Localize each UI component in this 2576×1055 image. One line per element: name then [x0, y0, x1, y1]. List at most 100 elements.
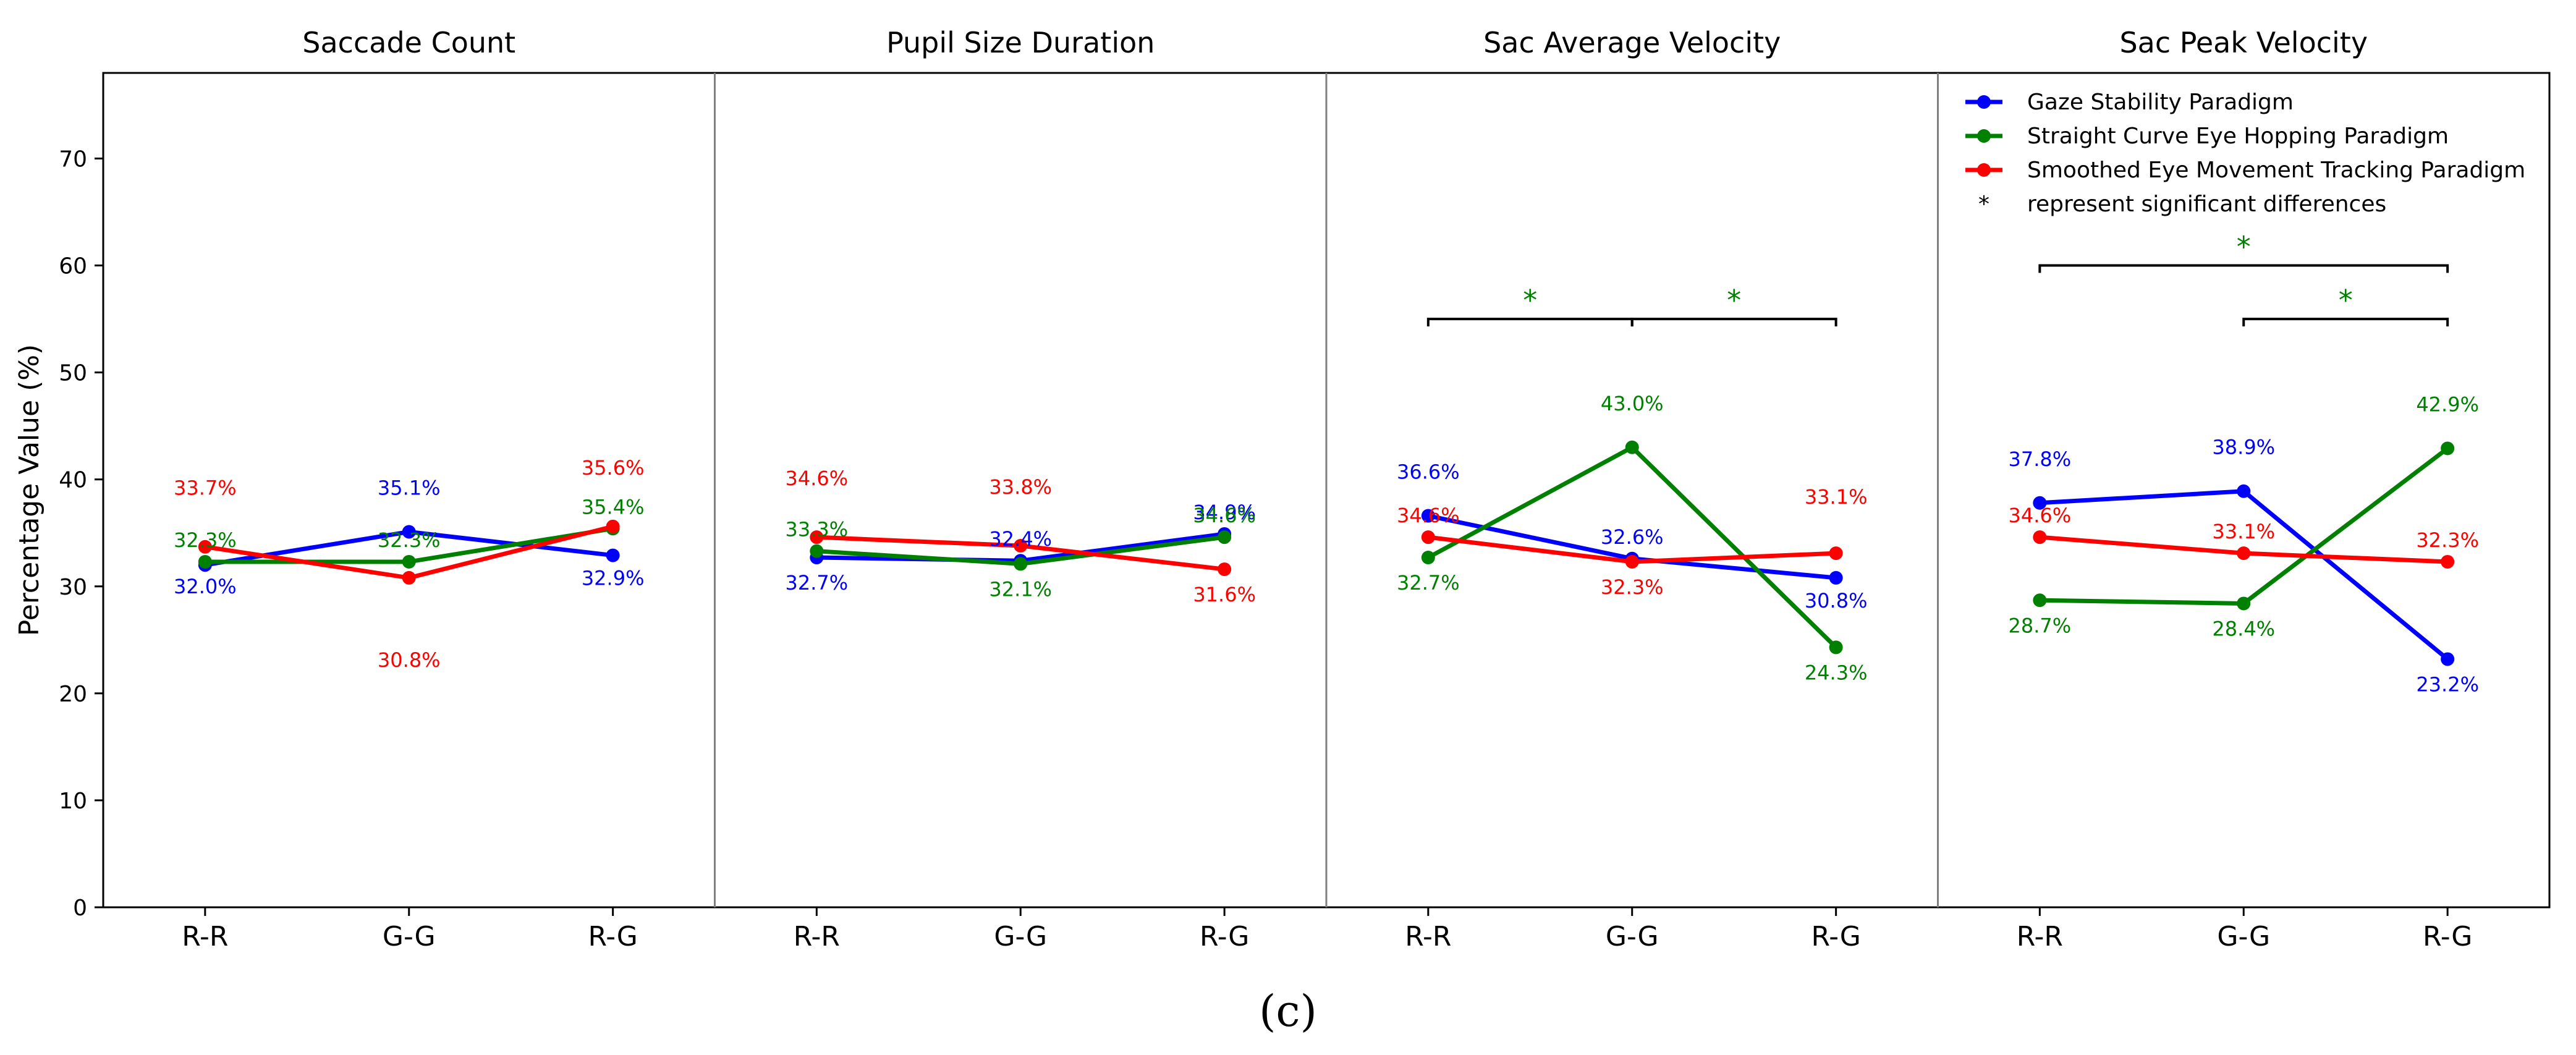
data-point — [606, 519, 620, 533]
y-tick-label: 50 — [59, 361, 87, 386]
data-label: 33.8% — [989, 475, 1052, 499]
data-label: 38.9% — [2212, 436, 2275, 459]
legend-note-label: represent significant differences — [2027, 192, 2386, 217]
data-label: 43.0% — [1601, 392, 1664, 415]
panel-title: Sac Peak Velocity — [2119, 26, 2368, 59]
legend-label: Straight Curve Eye Hopping Paradigm — [2027, 124, 2449, 149]
data-point — [2441, 652, 2455, 666]
x-tick-label: G-G — [383, 921, 436, 952]
data-label: 32.7% — [786, 571, 849, 595]
data-label: 34.9% — [1193, 501, 1256, 524]
data-label: 34.6% — [2009, 504, 2072, 527]
data-point — [1421, 551, 1435, 565]
data-label: 32.3% — [2416, 528, 2479, 552]
x-tick-label: R-G — [1200, 921, 1249, 952]
legend-label: Gaze Stability Paradigm — [2027, 90, 2294, 115]
data-label: 35.1% — [378, 477, 441, 500]
y-tick-label: 40 — [59, 468, 87, 493]
data-label: 32.6% — [1601, 525, 1664, 549]
data-label: 28.7% — [2009, 614, 2072, 637]
data-point — [2441, 441, 2455, 455]
data-point — [2237, 484, 2251, 498]
data-label: 32.7% — [1397, 571, 1460, 595]
legend-label: Smoothed Eye Movement Tracking Paradigm — [2027, 158, 2525, 183]
significance-mark: * — [1523, 284, 1537, 317]
chart-series — [198, 264, 2455, 666]
data-point — [810, 544, 824, 558]
y-tick-label: 0 — [73, 896, 87, 921]
significance-mark: * — [2339, 284, 2353, 317]
data-point — [1421, 530, 1435, 544]
data-label: 34.6% — [1397, 504, 1460, 527]
data-label: 35.6% — [582, 456, 645, 480]
data-label: 34.6% — [786, 467, 849, 490]
data-point — [2033, 530, 2047, 544]
data-label: 33.1% — [1805, 485, 1868, 509]
data-point — [198, 554, 212, 569]
data-label: 32.3% — [1601, 575, 1664, 599]
data-label: 32.3% — [174, 528, 237, 552]
data-label: 24.3% — [1805, 661, 1868, 684]
data-label: 28.4% — [2212, 617, 2275, 640]
data-label: 33.7% — [174, 477, 237, 500]
chart-frame — [95, 72, 2551, 916]
legend-marker — [1977, 163, 1991, 177]
data-point — [402, 554, 416, 569]
data-point — [2033, 496, 2047, 510]
x-tick-label: R-G — [2423, 921, 2472, 952]
panel-title: Pupil Size Duration — [886, 26, 1155, 59]
significance-bracket — [1426, 318, 1633, 327]
data-point — [1014, 557, 1028, 571]
data-label: 33.1% — [2212, 520, 2275, 543]
data-point — [1625, 554, 1639, 569]
data-point — [1829, 570, 1843, 585]
legend-note-symbol: * — [1978, 192, 1989, 217]
data-point — [2441, 554, 2455, 569]
data-label: 42.9% — [2416, 393, 2479, 417]
data-label: 32.3% — [378, 528, 441, 552]
y-tick-label: 20 — [59, 682, 87, 707]
data-label: 30.8% — [1805, 589, 1868, 612]
data-point — [606, 548, 620, 562]
significance-mark: * — [1727, 284, 1741, 317]
x-tick-label: G-G — [994, 921, 1047, 952]
chart-text: 0 10 20 30 40 50 60 70 Percentage Value (%) (c) Sa… — [14, 26, 2525, 1036]
data-point — [402, 525, 416, 539]
data-label: 34.6% — [1193, 504, 1256, 527]
data-point — [810, 530, 824, 544]
y-tick-label: 30 — [59, 575, 87, 600]
x-tick-label: R-R — [2017, 921, 2063, 952]
significance-bracket — [2242, 318, 2449, 327]
data-label: 32.9% — [582, 567, 645, 590]
data-label: 36.6% — [1397, 460, 1460, 484]
y-tick-label: 70 — [59, 146, 87, 172]
x-tick-label: R-G — [1811, 921, 1860, 952]
significance-mark: * — [2237, 231, 2251, 264]
legend-marker — [1977, 95, 1991, 109]
y-axis-label: Percentage Value (%) — [14, 344, 45, 636]
panel-title: Saccade Count — [302, 26, 515, 59]
data-point — [402, 570, 416, 585]
data-label: 23.2% — [2416, 672, 2479, 696]
legend-marker — [1977, 129, 1991, 143]
data-label: 35.4% — [582, 495, 645, 519]
data-point — [1829, 546, 1843, 561]
x-tick-label: R-R — [182, 921, 228, 952]
data-point — [1421, 509, 1435, 523]
data-label: 32.0% — [174, 575, 237, 598]
significance-bracket — [1630, 318, 1837, 327]
data-point — [2033, 593, 2047, 608]
significance-bracket — [2038, 264, 2449, 273]
data-label: 33.3% — [786, 518, 849, 541]
x-tick-label: G-G — [2217, 921, 2270, 952]
y-tick-label: 10 — [59, 789, 87, 814]
x-tick-label: G-G — [1606, 921, 1659, 952]
data-point — [1218, 530, 1232, 544]
data-point — [1625, 440, 1639, 454]
figure-caption: (c) — [1259, 986, 1317, 1036]
data-point — [1218, 562, 1232, 577]
data-label: 32.4% — [989, 527, 1052, 551]
data-point — [198, 540, 212, 554]
x-tick-label: R-G — [588, 921, 637, 952]
